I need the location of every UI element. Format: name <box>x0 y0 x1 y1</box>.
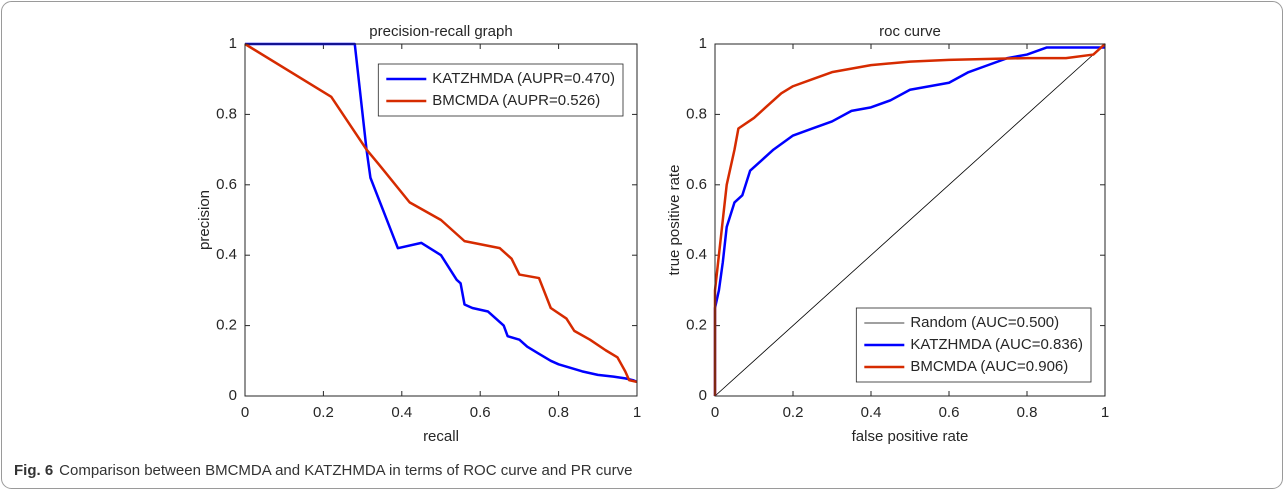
chart-title: roc curve <box>879 23 941 40</box>
y-tick-label: 0.8 <box>686 105 707 122</box>
x-tick-label: 0.8 <box>548 404 569 421</box>
axes-box <box>244 43 638 397</box>
chart-title: precision-recall graph <box>369 23 512 40</box>
x-tick-label: 0 <box>711 404 719 421</box>
x-tick-label: 0.6 <box>939 404 960 421</box>
y-axis-label: true positive rate <box>666 165 683 276</box>
y-tick-label: 0 <box>229 387 237 404</box>
legend-label: BMCMDA (AUC=0.906) <box>910 358 1068 375</box>
y-tick-label: 0.2 <box>216 317 237 334</box>
legend: KATZHMDA (AUPR=0.470) BMCMDA (AUPR=0.526) <box>377 63 624 117</box>
y-tick-label: 1 <box>229 35 237 52</box>
y-tick-label: 0.8 <box>216 105 237 122</box>
y-tick-label: 1 <box>699 35 707 52</box>
series-line <box>713 43 1106 396</box>
series-line <box>714 43 1106 397</box>
caption-label: Fig. 6 <box>14 462 53 479</box>
y-tick-label: 0.6 <box>216 176 237 193</box>
x-tick-label: 0.2 <box>313 404 334 421</box>
x-tick-label: 0.4 <box>391 404 412 421</box>
y-axis-label: precision <box>196 190 213 250</box>
caption-text: Comparison between BMCMDA and KATZHMDA i… <box>59 462 632 479</box>
x-tick-label: 1 <box>1101 404 1109 421</box>
x-tick-label: 0.6 <box>470 404 491 421</box>
x-tick-label: 0.2 <box>783 404 804 421</box>
axes-box <box>714 43 1106 397</box>
legend-label: KATZHMDA (AUC=0.836) <box>910 336 1083 353</box>
legend-label: Random (AUC=0.500) <box>910 314 1059 331</box>
x-tick-label: 0 <box>241 404 249 421</box>
legend-label: KATZHMDA (AUPR=0.470) <box>432 70 615 87</box>
series-line <box>713 46 1105 396</box>
series-line <box>244 42 638 384</box>
legend-label: BMCMDA (AUPR=0.526) <box>432 92 600 109</box>
y-tick-label: 0.6 <box>686 176 707 193</box>
y-tick-label: 0 <box>699 387 707 404</box>
legend-box <box>377 63 624 117</box>
x-axis-label: recall <box>423 428 459 445</box>
series-line <box>245 42 638 384</box>
y-tick-label: 0.4 <box>686 246 707 263</box>
y-tick-label: 0.2 <box>686 317 707 334</box>
caption: Fig. 6 Comparison between BMCMDA and KATZ… <box>14 462 632 479</box>
x-tick-label: 1 <box>633 404 641 421</box>
x-axis-label: false positive rate <box>852 428 969 445</box>
y-tick-label: 0.4 <box>216 246 237 263</box>
x-tick-label: 0.8 <box>1017 404 1038 421</box>
x-tick-label: 0.4 <box>861 404 882 421</box>
legend: Random (AUC=0.500) KATZHMDA (AUC=0.836) BM… <box>855 307 1092 383</box>
